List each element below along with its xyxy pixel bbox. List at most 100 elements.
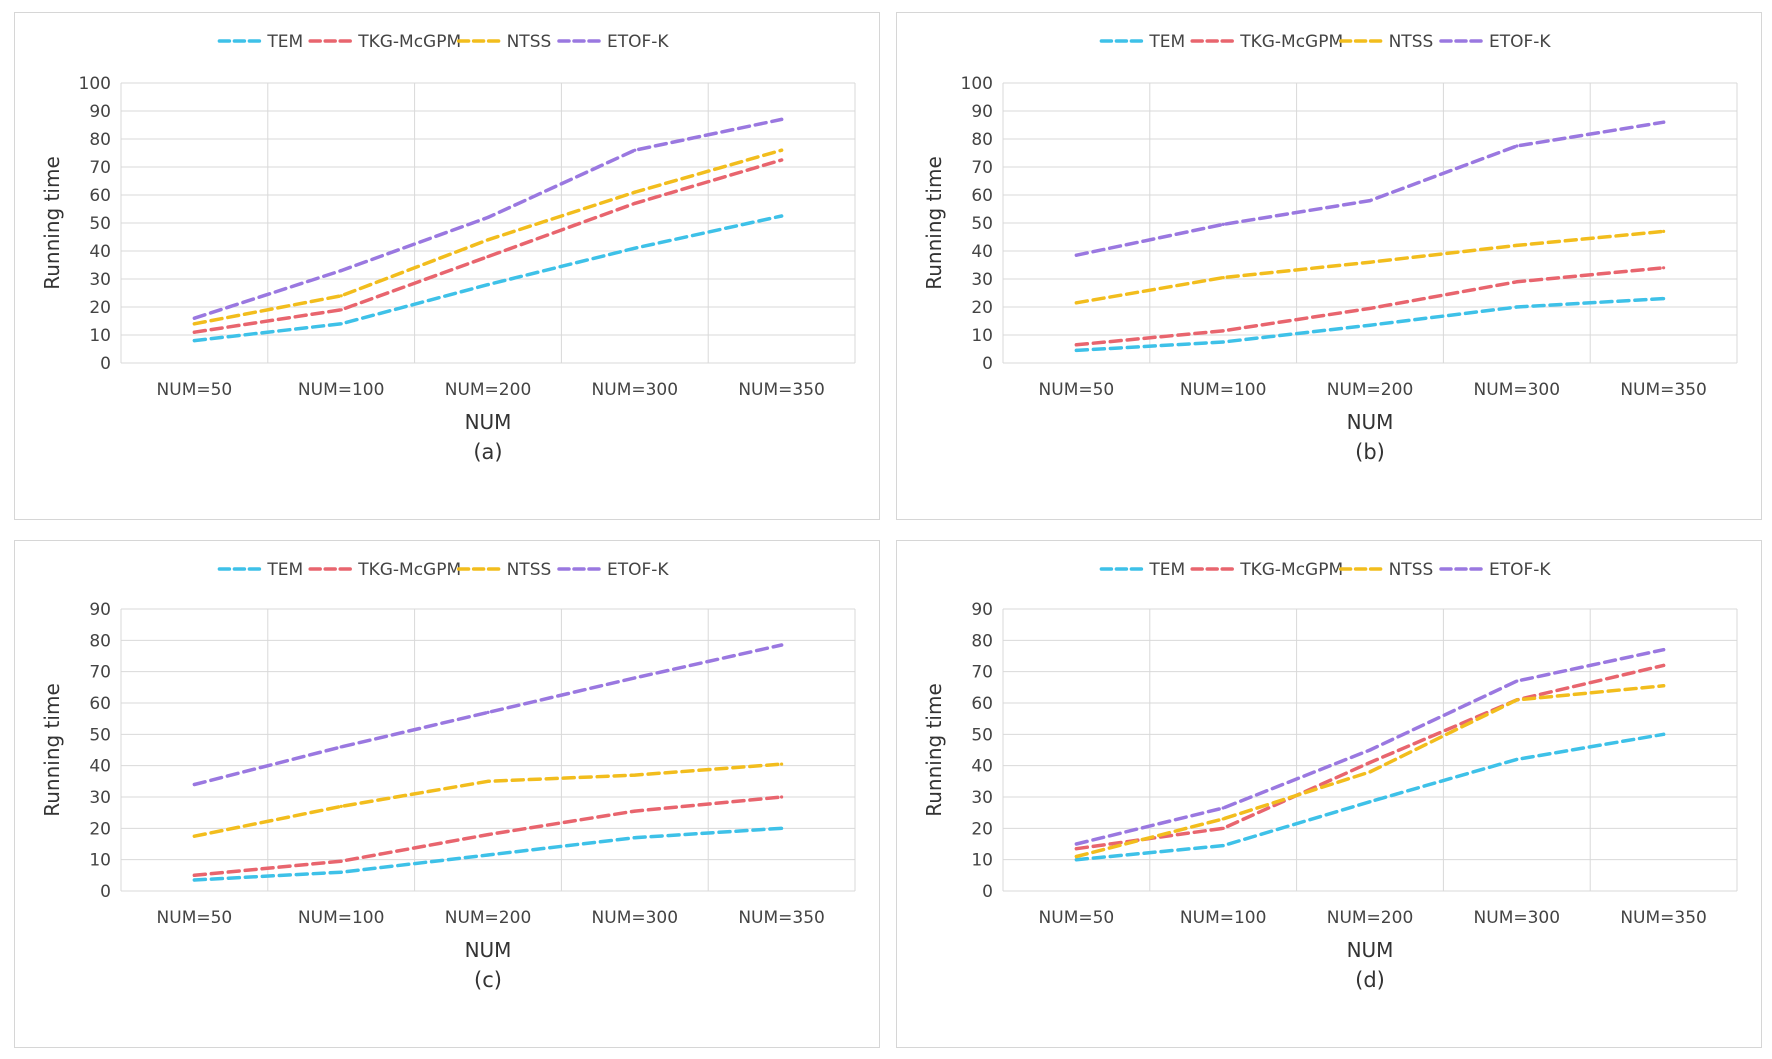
legend-item: TEM <box>1099 560 1185 580</box>
legend-label: NTSS <box>1389 560 1434 580</box>
y-tick-label: 40 <box>971 242 993 262</box>
data-point <box>486 283 490 287</box>
x-tick-label: NUM=300 <box>1474 380 1561 400</box>
chart-panel-b: 0 10 20 30 40 50 60 70 80 90 100 NUM=50 NUM=100 NUM=2… <box>896 12 1762 520</box>
x-tick-label: NUM=100 <box>1180 380 1267 400</box>
y-tick-label: 60 <box>971 694 993 714</box>
x-tick-label: NUM=50 <box>1039 908 1115 928</box>
data-point <box>1074 842 1078 846</box>
series-line-ntss <box>192 762 784 838</box>
y-axis-title: Running time <box>922 683 946 817</box>
legend: TEM TKG-McGPM NTSS ETOF-K <box>1099 560 1551 580</box>
y-tick-label: 50 <box>971 725 993 745</box>
data-point <box>1221 329 1225 333</box>
panel-label: (d) <box>1355 968 1385 992</box>
data-point <box>192 339 196 343</box>
data-point <box>192 834 196 838</box>
data-point <box>1662 732 1666 736</box>
x-tick-label: NUM=100 <box>298 908 385 928</box>
y-tick-label: 10 <box>89 851 111 871</box>
legend-label: TKG-McGPM <box>357 560 461 580</box>
legend-item: NTSS <box>456 560 552 580</box>
data-point <box>1515 243 1519 247</box>
data-point <box>1368 800 1372 804</box>
legend-item: TKG-McGPM <box>1190 560 1343 580</box>
x-tick-label: NUM=50 <box>157 908 233 928</box>
data-point <box>486 833 490 837</box>
chart-svg: 0 10 20 30 40 50 60 70 80 90 100 NUM=50 NUM=100 NUM=2… <box>922 32 1738 464</box>
legend-item: TKG-McGPM <box>308 560 461 580</box>
x-axis-title: NUM <box>465 938 512 962</box>
data-point <box>1221 276 1225 280</box>
y-tick-label: 30 <box>89 788 111 808</box>
y-tick-label: 80 <box>971 130 993 150</box>
legend-label: ETOF-K <box>1489 32 1551 52</box>
legend-label: TEM <box>1148 32 1185 52</box>
data-point <box>339 269 343 273</box>
legend-label: NTSS <box>507 32 552 52</box>
y-tick-label: 100 <box>79 74 111 94</box>
chart-svg: 0 10 20 30 40 50 60 70 80 90 100 NUM=50 NUM=100 NUM=2… <box>40 32 856 464</box>
data-point <box>486 853 490 857</box>
data-point <box>192 322 196 326</box>
series-line-etof-k <box>1074 647 1666 846</box>
x-tick-label: NUM=100 <box>1180 908 1267 928</box>
legend-label: NTSS <box>507 560 552 580</box>
y-tick-label: 70 <box>971 663 993 683</box>
x-tick-label: NUM=200 <box>445 380 532 400</box>
x-tick-label: NUM=200 <box>1327 908 1414 928</box>
data-point <box>1662 684 1666 688</box>
data-point <box>633 773 637 777</box>
data-point <box>486 779 490 783</box>
y-tick-label: 0 <box>100 882 111 902</box>
data-point <box>1662 229 1666 233</box>
legend-item: TKG-McGPM <box>308 32 461 52</box>
data-point <box>1221 340 1225 344</box>
y-tick-label: 50 <box>971 214 993 234</box>
data-point <box>633 676 637 680</box>
data-point <box>1221 222 1225 226</box>
data-point <box>339 804 343 808</box>
x-axis-title: NUM <box>1347 410 1394 434</box>
data-point <box>1074 858 1078 862</box>
data-point <box>780 643 784 647</box>
legend-label: ETOF-K <box>607 32 669 52</box>
data-point <box>1368 323 1372 327</box>
legend-item: NTSS <box>1338 32 1434 52</box>
data-point <box>192 782 196 787</box>
data-point <box>1074 301 1078 305</box>
y-tick-label: 20 <box>971 819 993 839</box>
data-point <box>780 826 784 830</box>
data-point <box>633 148 637 152</box>
data-point <box>780 148 784 152</box>
x-tick-label: NUM=100 <box>298 380 385 400</box>
chart-svg: 0 10 20 30 40 50 60 70 80 90 NUM=50 NUM=100 NUM=200 N… <box>922 560 1738 992</box>
data-point <box>1368 748 1372 752</box>
data-point <box>780 117 784 121</box>
data-point <box>1074 854 1078 859</box>
data-point <box>633 190 637 194</box>
x-tick-label: NUM=350 <box>738 380 825 400</box>
y-tick-label: 70 <box>89 158 111 178</box>
x-tick-label: NUM=350 <box>738 908 825 928</box>
legend-label: TKG-McGPM <box>1239 32 1343 52</box>
y-tick-label: 40 <box>89 757 111 777</box>
y-tick-label: 80 <box>89 631 111 651</box>
data-point <box>1515 280 1519 284</box>
legend-label: NTSS <box>1389 32 1434 52</box>
data-point <box>1368 306 1372 310</box>
y-tick-label: 60 <box>971 186 993 206</box>
y-tick-label: 90 <box>971 102 993 122</box>
chart-panel-a: 0 10 20 30 40 50 60 70 80 90 100 NUM=50 NUM=100 NUM=2… <box>14 12 880 520</box>
legend: TEM TKG-McGPM NTSS ETOF-K <box>217 560 669 580</box>
legend-item: ETOF-K <box>1439 560 1551 580</box>
data-point <box>486 238 490 242</box>
y-axis-title: Running time <box>922 156 946 290</box>
data-point <box>192 878 196 882</box>
data-point <box>633 836 637 840</box>
data-point <box>339 322 343 326</box>
legend-label: TKG-McGPM <box>1239 560 1343 580</box>
legend: TEM TKG-McGPM NTSS ETOF-K <box>1099 32 1551 52</box>
data-point <box>1515 757 1519 761</box>
data-point <box>1368 770 1372 774</box>
